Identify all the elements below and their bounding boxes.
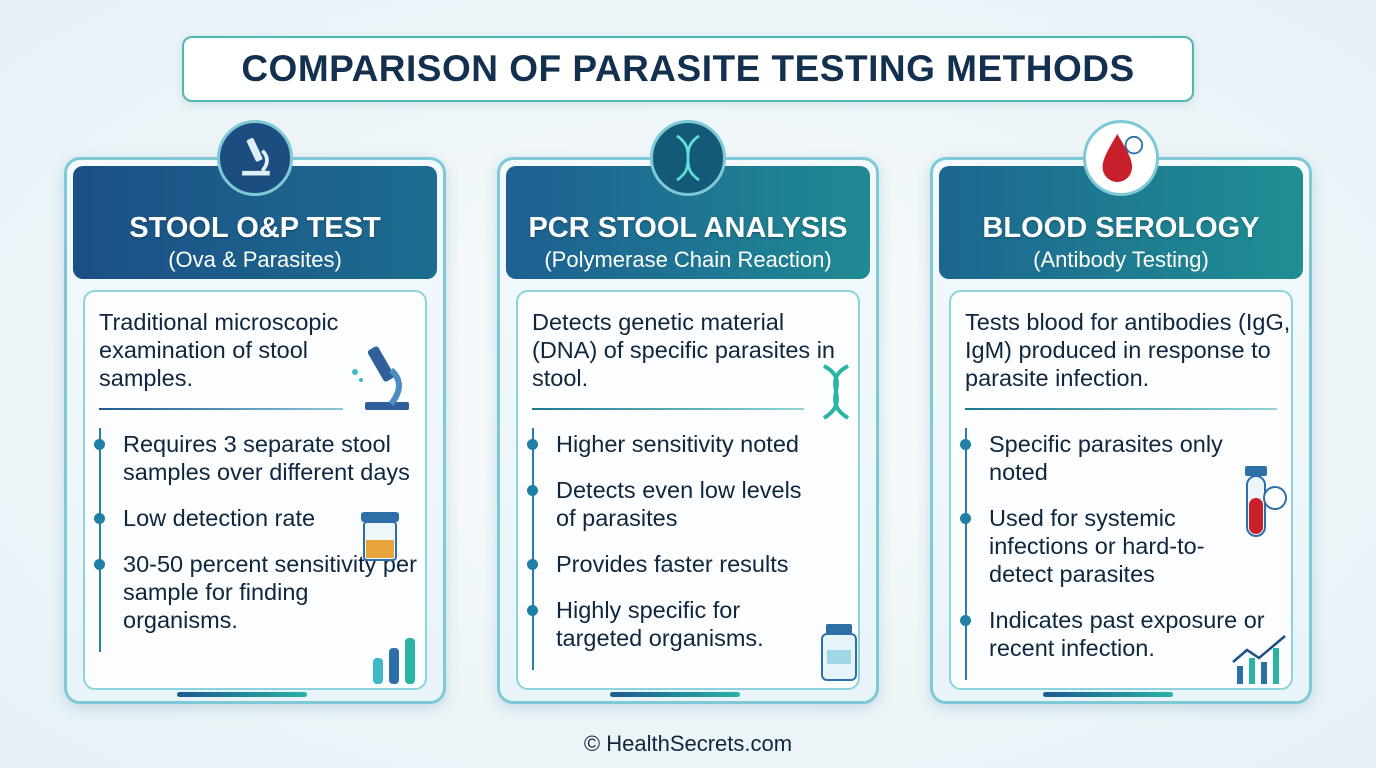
dna-icon	[650, 120, 726, 196]
card-title: STOOL O&P TEST	[129, 212, 381, 244]
bullet: Specific parasites only noted	[960, 430, 1249, 486]
bullet: Low detection rate	[94, 504, 353, 532]
microscope-illustration	[352, 346, 409, 410]
sample-cup-icon	[361, 512, 399, 561]
bullet-list: Requires 3 separate stool samples over d…	[94, 428, 419, 652]
bullet: Indicates past exposure or recent infect…	[960, 606, 1285, 662]
title-box: COMPARISON OF PARASITE TESTING METHODS	[182, 36, 1194, 102]
card-title: BLOOD SEROLOGY	[982, 212, 1260, 244]
accent-bar	[1043, 692, 1173, 697]
dna-illustration	[822, 364, 850, 420]
page-title: COMPARISON OF PARASITE TESTING METHODS	[241, 48, 1135, 89]
bullet: Detects even low levels of parasites	[527, 476, 826, 532]
accent-bar	[177, 692, 307, 697]
card: PCR STOOL ANALYSIS (Polymerase Chain Rea…	[497, 120, 879, 704]
blood-tube-icon	[1245, 466, 1287, 537]
description: Tests blood for antibodies (IgG, IgM) pr…	[965, 309, 1291, 391]
card-subtitle: (Polymerase Chain Reaction)	[544, 247, 832, 272]
description: Detects genetic material (DNA) of specif…	[532, 309, 835, 391]
bullet-list: Specific parasites only noted Used for s…	[960, 428, 1285, 680]
description: Traditional microscopic examination of s…	[99, 309, 339, 391]
content-box: Traditional microscopic examination of s…	[83, 290, 427, 690]
bullet: 30-50 percent sensitivity per sample for…	[94, 550, 419, 634]
card: BLOOD SEROLOGY (Antibody Testing) Tests …	[930, 120, 1312, 704]
blood-drop-icon	[1083, 120, 1159, 196]
separator	[532, 408, 804, 410]
content-box: Tests blood for antibodies (IgG, IgM) pr…	[949, 290, 1293, 690]
separator	[965, 408, 1277, 410]
card-subtitle: (Ova & Parasites)	[168, 247, 342, 272]
separator	[99, 408, 343, 410]
accent-bar	[610, 692, 740, 697]
bullet: Used for systemic infections or hard-to-…	[960, 504, 1239, 588]
bullet: Provides faster results	[527, 550, 852, 578]
test-tubes-icon	[373, 638, 415, 684]
bullet: Higher sensitivity noted	[527, 430, 852, 458]
content-box: Detects genetic material (DNA) of specif…	[516, 290, 860, 690]
footer: © HealthSecrets.com	[583, 731, 793, 756]
microscope-icon	[217, 120, 293, 196]
vial-icon	[821, 624, 857, 681]
card-subtitle: (Antibody Testing)	[1033, 247, 1209, 272]
bullet: Requires 3 separate stool samples over d…	[94, 430, 419, 486]
bullet-list: Higher sensitivity noted Detects even lo…	[527, 428, 852, 670]
chart-icon	[1232, 635, 1286, 684]
card-title: PCR STOOL ANALYSIS	[528, 212, 848, 244]
bullet: Highly specific for targeted organisms.	[527, 596, 796, 652]
card: STOOL O&P TEST (Ova & Parasites) Traditi…	[64, 120, 446, 704]
